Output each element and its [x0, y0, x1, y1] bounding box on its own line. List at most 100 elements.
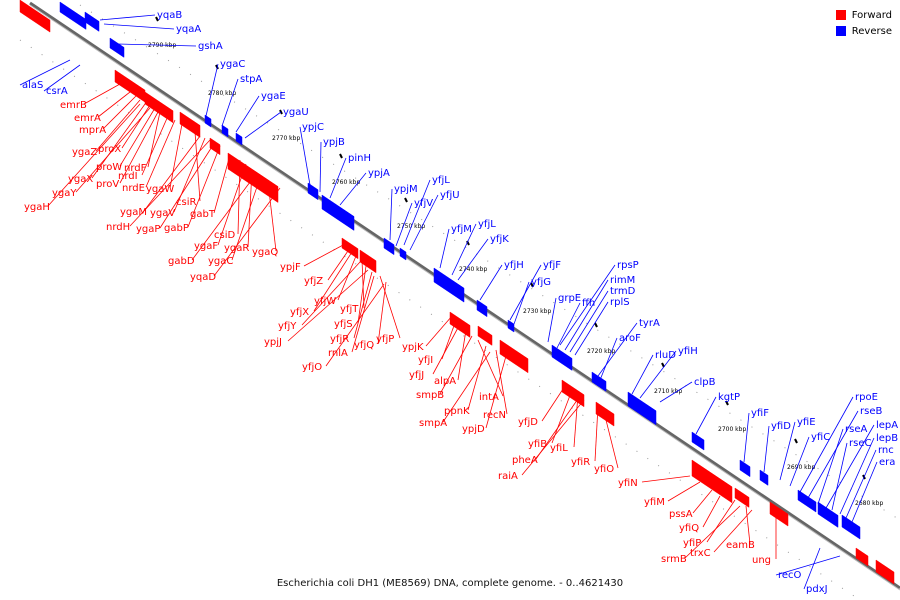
forward-gene-label: proW — [96, 162, 122, 173]
forward-leader-line — [477, 339, 504, 397]
forward-gene-block — [875, 559, 895, 585]
reverse-leader-line — [807, 410, 859, 499]
tick-label: 2730 kbp — [523, 308, 551, 315]
reverse-gene-block — [759, 469, 769, 486]
reverse-leader-line — [659, 381, 693, 403]
tick-label: 2690 kbp — [787, 464, 815, 471]
forward-gene-label: ypjF — [280, 262, 301, 273]
tick-label: 2740 kbp — [459, 266, 487, 273]
forward-gene-label: nrdE — [122, 183, 145, 194]
forward-leader-line — [379, 275, 401, 339]
forward-leader-line — [667, 481, 701, 502]
forward-gene-label: yfjX — [290, 307, 309, 318]
forward-gene-label: emrB — [60, 100, 87, 111]
forward-gene-label: yfiQ — [679, 523, 699, 534]
reverse-gene-block — [841, 514, 861, 540]
reverse-gene-block — [691, 431, 705, 451]
forward-gene-label: ygaM — [120, 207, 147, 218]
reverse-gene-label: rnc — [878, 445, 894, 456]
tick-mark — [155, 16, 159, 22]
forward-gene-label: yfjS — [334, 319, 353, 330]
forward-gene-label: yfiL — [550, 443, 568, 454]
reverse-leader-line — [409, 194, 439, 251]
forward-leader-line — [119, 111, 159, 184]
reverse-gene-label: rseA — [845, 424, 867, 435]
forward-leader-line — [129, 139, 211, 227]
forward-leader-line — [692, 489, 713, 514]
reverse-gene-label: yqaA — [176, 24, 201, 35]
reverse-leader-line — [763, 425, 770, 473]
forward-leader-line — [594, 405, 599, 462]
forward-gene-label: yfjY — [278, 321, 297, 332]
forward-gene-label: csiD — [214, 230, 235, 241]
forward-gene-label: ypjJ — [264, 337, 282, 348]
forward-gene-block — [179, 111, 201, 138]
forward-leader-line — [313, 251, 353, 312]
forward-gene-label: yfjJ — [409, 370, 424, 381]
forward-gene-label: pheA — [512, 455, 538, 466]
forward-leader-line — [102, 95, 137, 130]
reverse-gene-label: clpB — [694, 377, 716, 388]
reverse-leader-line — [799, 396, 854, 493]
reverse-leader-line — [479, 264, 503, 301]
reverse-gene-label: ffh — [582, 298, 595, 309]
forward-leader-line — [745, 505, 751, 545]
tick-mark — [661, 362, 665, 368]
forward-gene-label: raiA — [498, 471, 518, 482]
reverse-gene-label: rseB — [860, 406, 882, 417]
reverse-leader-line — [389, 188, 393, 241]
forward-leader-line — [97, 91, 131, 118]
forward-leader-line — [467, 345, 487, 411]
tick-mark — [339, 153, 343, 159]
forward-leader-line — [327, 247, 351, 281]
forward-leader-line — [702, 495, 721, 528]
reverse-gene-label: yqaB — [157, 10, 182, 21]
tick-label: 2780 kbp — [208, 90, 236, 97]
reverse-gene-label: csrA — [46, 86, 68, 97]
forward-gene-label: yfjI — [418, 355, 433, 366]
reverse-leader-line — [329, 157, 347, 199]
reverse-swatch — [835, 26, 846, 36]
forward-leader-line — [485, 355, 507, 429]
forward-swatch — [835, 10, 846, 20]
forward-gene-label: ygaH — [24, 202, 50, 213]
genome-axis-shadow — [29, 4, 900, 591]
reverse-gene-label: stpA — [240, 74, 262, 85]
forward-leader-line — [194, 131, 201, 202]
tick-mark — [725, 400, 729, 406]
forward-leader-line — [641, 475, 691, 483]
reverse-leader-line — [103, 23, 175, 30]
forward-leader-line — [535, 395, 581, 460]
forward-gene-label: nrdH — [106, 222, 130, 233]
reverse-leader-line — [513, 281, 530, 325]
forward-guide-track — [19, 39, 861, 600]
forward-gene-label: ypjD — [462, 424, 485, 435]
reverse-leader-line — [743, 412, 750, 463]
forward-leader-line — [425, 315, 453, 347]
reverse-leader-line — [235, 95, 260, 133]
forward-gene-label: proV — [96, 179, 119, 190]
reverse-leader-line — [803, 547, 821, 590]
forward-gene-label: mprA — [79, 125, 106, 136]
reverse-gene-label: yfjH — [504, 260, 524, 271]
forward-gene-label: yfjR — [330, 334, 349, 345]
reverse-gene-block — [507, 319, 515, 333]
reverse-guide-track — [79, 4, 900, 521]
tick-mark — [404, 197, 408, 203]
reverse-gene-block — [797, 489, 817, 513]
forward-leader-line — [573, 393, 579, 448]
forward-gene-label: emrA — [74, 113, 101, 124]
reverse-leader-line — [117, 43, 197, 47]
forward-gene-label: yfiB — [528, 439, 547, 450]
reverse-leader-line — [457, 238, 489, 281]
tick-mark — [594, 322, 598, 328]
reverse-gene-label: yfjM — [451, 224, 472, 235]
forward-leader-line — [287, 269, 369, 342]
reverse-gene-block — [84, 11, 100, 32]
forward-leader-line — [169, 123, 183, 189]
reverse-gene-block — [591, 371, 607, 392]
reverse-gene-label: alaS — [22, 80, 43, 91]
reverse-gene-block — [399, 247, 407, 261]
forward-gene-label: proX — [98, 144, 121, 155]
reverse-gene-label: yfjK — [490, 234, 509, 245]
